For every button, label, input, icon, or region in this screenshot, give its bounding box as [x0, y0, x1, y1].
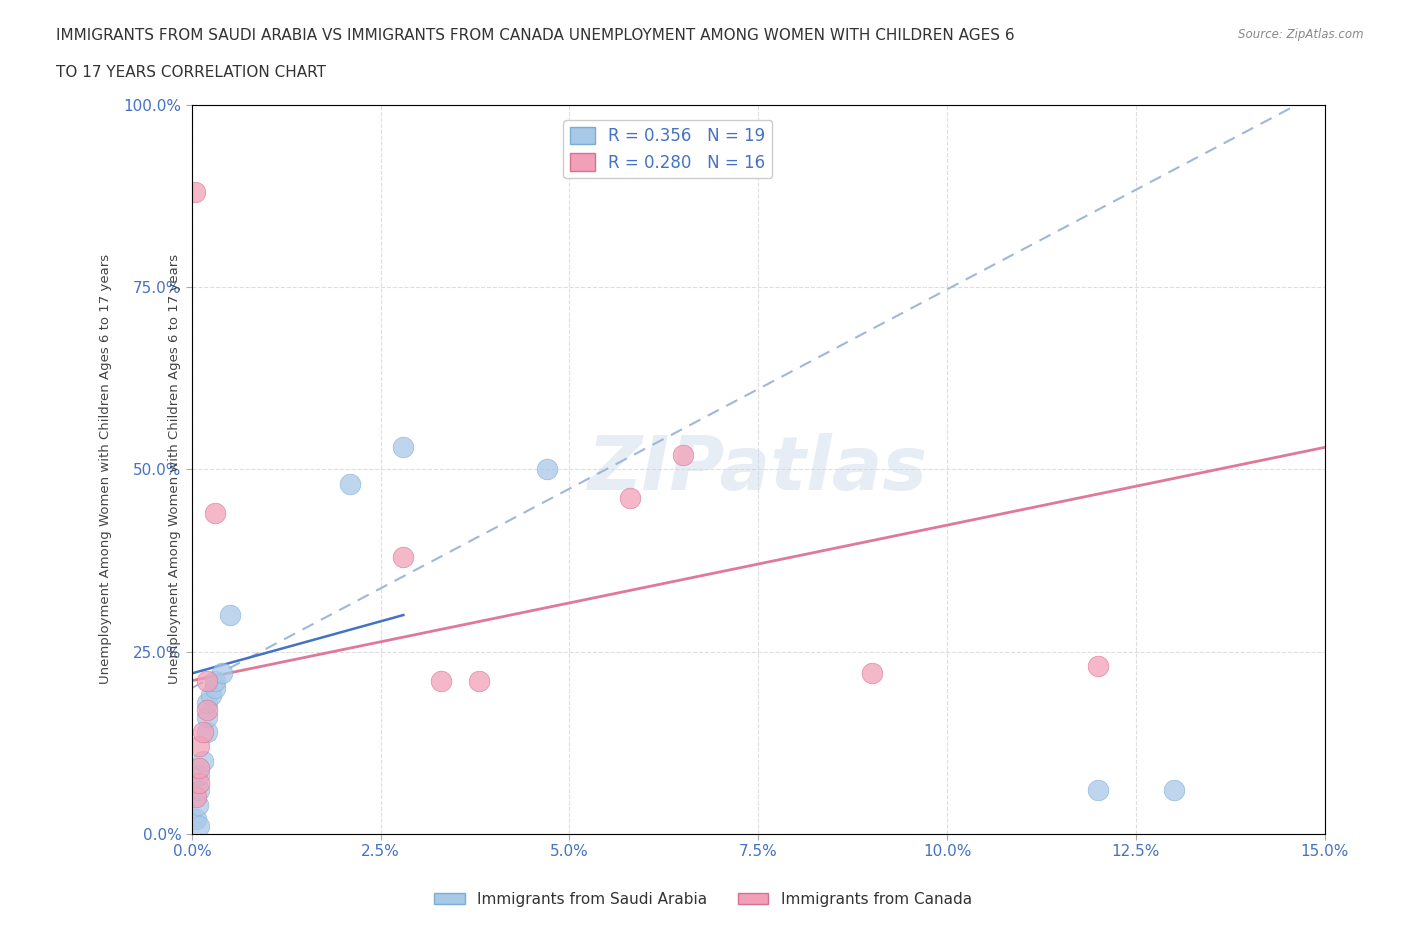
Point [860, 666, 883, 681]
Point [672, 447, 695, 462]
Point [193, 724, 215, 739]
Point [536, 462, 558, 477]
Point [392, 440, 415, 455]
Point [188, 768, 211, 783]
Y-axis label: Unemployment Among Women with Children Ages 6 to 17 years: Unemployment Among Women with Children A… [100, 254, 112, 684]
Text: TO 17 YEARS CORRELATION CHART: TO 17 YEARS CORRELATION CHART [56, 65, 326, 80]
Point [392, 550, 415, 565]
Point [211, 666, 233, 681]
Point [218, 607, 240, 622]
Point [619, 491, 641, 506]
Point [188, 761, 211, 776]
Y-axis label: Unemployment Among Women with Children Ages 6 to 17 years: Unemployment Among Women with Children A… [167, 254, 181, 684]
Point [204, 673, 226, 688]
Point [1087, 783, 1109, 798]
Legend: R = 0.356   N = 19, R = 0.280   N = 16: R = 0.356 N = 19, R = 0.280 N = 16 [564, 120, 772, 179]
Point [204, 506, 226, 521]
Point [339, 476, 361, 491]
Point [193, 753, 215, 768]
Point [184, 185, 207, 200]
Point [430, 673, 453, 688]
Text: Source: ZipAtlas.com: Source: ZipAtlas.com [1239, 28, 1364, 41]
Point [195, 710, 218, 724]
Point [1163, 783, 1185, 798]
Point [195, 724, 218, 739]
Point [195, 673, 218, 688]
Point [184, 812, 207, 827]
Point [200, 688, 222, 703]
Text: IMMIGRANTS FROM SAUDI ARABIA VS IMMIGRANTS FROM CANADA UNEMPLOYMENT AMONG WOMEN : IMMIGRANTS FROM SAUDI ARABIA VS IMMIGRAN… [56, 28, 1015, 43]
Point [188, 783, 211, 798]
Point [188, 776, 211, 790]
Text: ZIPatlas: ZIPatlas [588, 432, 928, 506]
Point [187, 797, 209, 812]
Point [188, 738, 211, 753]
Point [184, 790, 207, 804]
Point [188, 819, 211, 834]
Point [468, 673, 491, 688]
Legend: Immigrants from Saudi Arabia, Immigrants from Canada: Immigrants from Saudi Arabia, Immigrants… [429, 886, 977, 913]
Point [1087, 658, 1109, 673]
Point [195, 695, 218, 710]
Point [204, 681, 226, 696]
Point [195, 702, 218, 717]
